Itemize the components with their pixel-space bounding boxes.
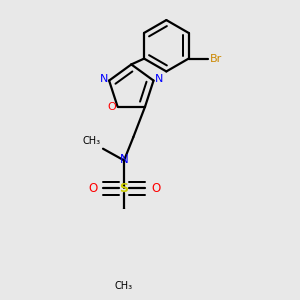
Text: O: O — [107, 102, 116, 112]
Text: CH₃: CH₃ — [82, 136, 101, 146]
Text: N: N — [120, 153, 128, 166]
Text: Br: Br — [210, 54, 222, 64]
Text: S: S — [119, 182, 128, 195]
Text: N: N — [100, 74, 108, 84]
Text: CH₃: CH₃ — [115, 280, 133, 291]
Text: N: N — [154, 74, 163, 84]
Text: O: O — [88, 182, 97, 195]
Text: O: O — [151, 182, 160, 195]
